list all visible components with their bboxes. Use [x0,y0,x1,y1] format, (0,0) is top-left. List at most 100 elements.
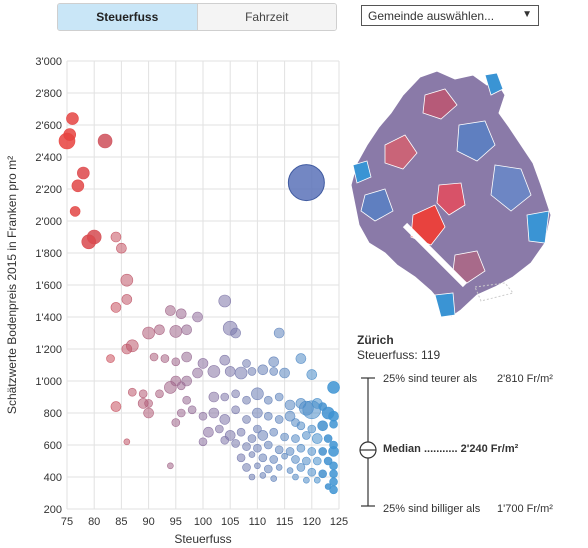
data-point[interactable] [296,443,306,453]
data-point[interactable] [231,405,240,415]
data-point[interactable] [263,411,273,421]
data-point[interactable] [269,455,279,464]
data-point[interactable] [219,354,231,366]
data-point[interactable] [270,475,278,482]
data-point[interactable] [63,128,77,141]
data-point[interactable] [171,357,181,367]
data-point[interactable] [259,472,267,479]
data-point[interactable] [192,311,203,323]
data-point[interactable] [329,461,338,471]
data-point[interactable] [198,437,208,447]
data-point[interactable] [77,166,90,180]
data-point[interactable] [176,408,186,418]
data-point[interactable] [248,451,256,458]
data-point[interactable] [279,367,290,379]
data-point[interactable] [149,352,159,362]
data-point[interactable] [251,387,264,401]
data-point[interactable] [220,392,230,402]
data-point[interactable] [123,438,131,446]
data-point[interactable] [187,405,197,415]
data-point[interactable] [253,424,262,434]
data-point[interactable] [311,433,323,444]
data-point[interactable] [291,455,300,464]
data-point[interactable] [307,467,317,477]
data-point[interactable] [155,389,164,399]
data-point[interactable] [160,354,170,363]
data-point[interactable] [234,366,248,380]
data-point[interactable] [306,369,318,380]
data-point[interactable] [273,327,285,339]
data-point[interactable] [327,381,340,394]
data-point[interactable] [169,325,183,338]
data-point[interactable] [154,324,165,336]
data-point[interactable] [286,467,294,474]
data-point[interactable] [302,456,311,466]
data-point[interactable] [198,411,208,421]
data-point[interactable] [274,415,284,424]
data-point[interactable] [231,389,240,399]
data-point[interactable] [284,410,296,422]
data-point[interactable] [208,391,220,403]
data-point[interactable] [257,364,269,376]
data-point[interactable] [116,242,127,254]
data-point[interactable] [313,476,321,484]
data-point[interactable] [275,464,283,471]
data-point[interactable] [263,395,273,405]
data-point[interactable] [328,446,339,457]
data-point[interactable] [143,407,154,419]
data-point[interactable] [110,231,122,243]
data-point[interactable] [71,179,85,193]
data-point[interactable] [269,367,279,376]
data-point[interactable] [175,308,187,320]
data-point[interactable] [242,415,251,424]
data-point[interactable] [203,426,214,438]
data-point[interactable] [274,392,284,402]
data-point[interactable] [181,351,192,363]
data-point[interactable] [263,464,273,474]
data-point[interactable] [257,430,269,441]
data-point[interactable] [248,473,256,481]
data-point[interactable] [296,421,306,431]
data-point[interactable] [97,133,113,149]
data-point[interactable] [292,473,299,481]
data-point[interactable] [252,407,263,419]
data-point[interactable] [296,463,306,472]
data-point[interactable] [207,365,221,378]
data-point[interactable] [280,432,289,442]
data-point[interactable] [242,442,251,451]
data-point[interactable] [121,343,133,355]
data-point[interactable] [142,326,155,340]
data-point[interactable] [284,399,296,411]
data-point[interactable] [110,302,122,313]
data-point[interactable] [281,452,288,460]
data-point[interactable] [192,367,203,379]
data-point[interactable] [318,447,327,456]
data-point[interactable] [328,410,339,422]
data-point[interactable] [258,453,268,463]
data-point[interactable] [242,463,251,472]
data-point[interactable] [268,356,280,368]
data-point[interactable] [182,395,191,405]
data-point[interactable] [110,401,122,412]
data-point[interactable] [167,462,174,470]
data-point[interactable] [106,354,115,363]
data-point[interactable] [224,366,236,377]
data-point[interactable] [121,294,133,305]
canton-map[interactable] [345,65,555,325]
data-point[interactable] [307,447,317,456]
data-point[interactable] [323,456,333,466]
data-point[interactable] [69,206,81,217]
data-point[interactable] [312,456,322,466]
data-point[interactable] [144,399,153,408]
data-point[interactable] [247,367,257,376]
data-point[interactable] [269,427,279,437]
data-point[interactable] [220,435,230,445]
data-point[interactable] [242,395,251,405]
data-point[interactable] [230,327,241,339]
data-point[interactable] [138,389,148,399]
data-point[interactable] [291,434,300,443]
data-point[interactable] [236,427,246,437]
tab-fahrzeit[interactable]: Fahrzeit [197,4,336,30]
tab-steuerfuss[interactable]: Steuerfuss [58,4,198,30]
data-point[interactable] [120,273,134,287]
